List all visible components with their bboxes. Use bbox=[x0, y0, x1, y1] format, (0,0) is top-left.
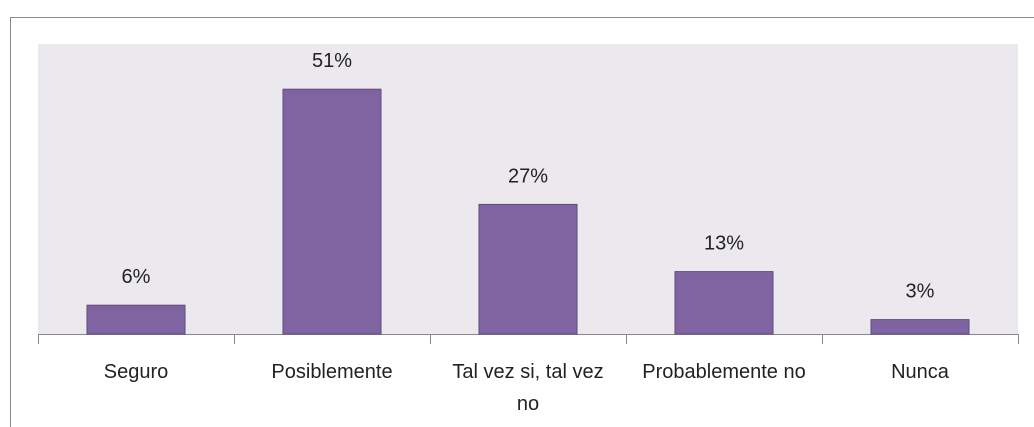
x-tick-label: Tal vez si, tal vez no bbox=[452, 361, 604, 415]
bar bbox=[674, 271, 774, 335]
data-label: 51% bbox=[312, 50, 352, 72]
bar bbox=[86, 304, 186, 335]
bar bbox=[478, 203, 578, 335]
data-label: 3% bbox=[906, 281, 935, 303]
data-label: 27% bbox=[508, 165, 548, 187]
x-tick-label: Probablemente no bbox=[642, 361, 806, 383]
x-tick-label: Seguro bbox=[103, 361, 169, 383]
bar bbox=[870, 319, 970, 335]
data-label: 13% bbox=[704, 233, 744, 255]
bar bbox=[282, 88, 382, 335]
x-tick-label: Posiblemente bbox=[271, 361, 393, 383]
x-tick-label: Nunca bbox=[891, 361, 949, 383]
data-label: 6% bbox=[122, 266, 151, 288]
